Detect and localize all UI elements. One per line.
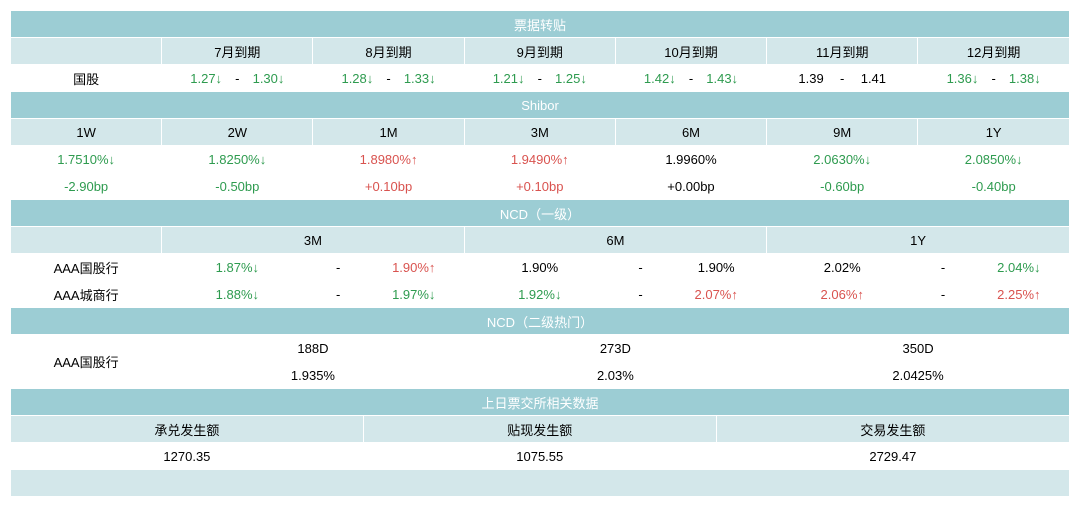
ncd2-rowlabel: AAA国股行 (11, 335, 162, 389)
piaoju-cell-4: 1.39-1.41 (767, 65, 918, 92)
ex-col-1: 贴现发生额 (363, 416, 716, 443)
shibor-term-1: 2W (162, 119, 313, 146)
ncd1-1-0-sep: - (313, 281, 363, 308)
piaoju-month-2: 9月到期 (464, 38, 615, 65)
ex-val-0: 1270.35 (11, 443, 364, 470)
ncd1-0-0-b: 1.90%↑ (363, 254, 464, 281)
piaoju-month-5: 12月到期 (918, 38, 1070, 65)
ncd2-term-1: 273D (464, 335, 766, 362)
shibor-rate-3: 1.9490%↑ (464, 146, 615, 173)
piaoju-blank (11, 38, 162, 65)
ncd1-0-2-b: 2.04%↓ (968, 254, 1069, 281)
ex-col-2: 交易发生额 (716, 416, 1069, 443)
shibor-bp-2: +0.10bp (313, 173, 464, 200)
ncd1-0-2-a: 2.02% (767, 254, 918, 281)
ncd2-val-2: 2.0425% (767, 362, 1070, 389)
shibor-rate-6: 2.0850%↓ (918, 146, 1070, 173)
exchange-title: 上日票交所相关数据 (11, 389, 1070, 416)
ncd1-1-2-b: 2.25%↑ (968, 281, 1069, 308)
ncd1-rowlabel-0: AAA国股行 (11, 254, 162, 281)
shibor-term-5: 9M (767, 119, 918, 146)
ncd2-val-0: 1.935% (162, 362, 464, 389)
shibor-title: Shibor (11, 92, 1070, 119)
shibor-rate-4: 1.9960% (615, 146, 766, 173)
ncd1-rowlabel-1: AAA城商行 (11, 281, 162, 308)
ncd1-1-1-a: 1.92%↓ (464, 281, 615, 308)
piaoju-month-4: 11月到期 (767, 38, 918, 65)
ncd1-0-1-sep: - (615, 254, 665, 281)
shibor-rate-2: 1.8980%↑ (313, 146, 464, 173)
ncd1-1-2-a: 2.06%↑ (767, 281, 918, 308)
ex-col-0: 承兑发生额 (11, 416, 364, 443)
shibor-bp-6: -0.40bp (918, 173, 1070, 200)
ncd1-term-2: 1Y (767, 227, 1070, 254)
piaoju-cell-3: 1.42↓-1.43↓ (615, 65, 766, 92)
spacer-row (11, 470, 1070, 497)
ncd1-0-0-sep: - (313, 254, 363, 281)
piaoju-rowlabel: 国股 (11, 65, 162, 92)
piaoju-title: 票据转贴 (11, 11, 1070, 38)
ncd1-title: NCD（一级） (11, 200, 1070, 227)
piaoju-cell-0: 1.27↓-1.30↓ (162, 65, 313, 92)
ex-val-2: 2729.47 (716, 443, 1069, 470)
ncd1-0-1-b: 1.90% (666, 254, 767, 281)
shibor-bp-5: -0.60bp (767, 173, 918, 200)
ncd1-blank (11, 227, 162, 254)
ncd2-title: NCD（二级热门） (11, 308, 1070, 335)
ncd2-val-1: 2.03% (464, 362, 766, 389)
shibor-term-3: 3M (464, 119, 615, 146)
ncd1-1-1-b: 2.07%↑ (666, 281, 767, 308)
ncd1-1-0-a: 1.88%↓ (162, 281, 313, 308)
ncd1-term-0: 3M (162, 227, 464, 254)
piaoju-cell-1: 1.28↓-1.33↓ (313, 65, 464, 92)
ncd2-term-2: 350D (767, 335, 1070, 362)
shibor-bp-4: +0.00bp (615, 173, 766, 200)
ncd1-1-0-b: 1.97%↓ (363, 281, 464, 308)
piaoju-month-1: 8月到期 (313, 38, 464, 65)
ncd1-1-2-sep: - (918, 281, 968, 308)
ncd1-term-1: 6M (464, 227, 766, 254)
piaoju-month-3: 10月到期 (615, 38, 766, 65)
shibor-term-2: 1M (313, 119, 464, 146)
ncd1-1-1-sep: - (615, 281, 665, 308)
ex-val-1: 1075.55 (363, 443, 716, 470)
shibor-bp-3: +0.10bp (464, 173, 615, 200)
ncd1-0-1-a: 1.90% (464, 254, 615, 281)
shibor-rate-1: 1.8250%↓ (162, 146, 313, 173)
ncd2-term-0: 188D (162, 335, 464, 362)
shibor-term-4: 6M (615, 119, 766, 146)
shibor-rate-5: 2.0630%↓ (767, 146, 918, 173)
shibor-term-6: 1Y (918, 119, 1070, 146)
piaoju-month-0: 7月到期 (162, 38, 313, 65)
ncd1-0-0-a: 1.87%↓ (162, 254, 313, 281)
shibor-bp-1: -0.50bp (162, 173, 313, 200)
shibor-rate-0: 1.7510%↓ (11, 146, 162, 173)
shibor-bp-0: -2.90bp (11, 173, 162, 200)
rates-table: 票据转贴 7月到期8月到期9月到期10月到期11月到期12月到期 国股1.27↓… (10, 10, 1070, 497)
ncd1-0-2-sep: - (918, 254, 968, 281)
piaoju-cell-2: 1.21↓-1.25↓ (464, 65, 615, 92)
shibor-term-0: 1W (11, 119, 162, 146)
piaoju-cell-5: 1.36↓-1.38↓ (918, 65, 1070, 92)
